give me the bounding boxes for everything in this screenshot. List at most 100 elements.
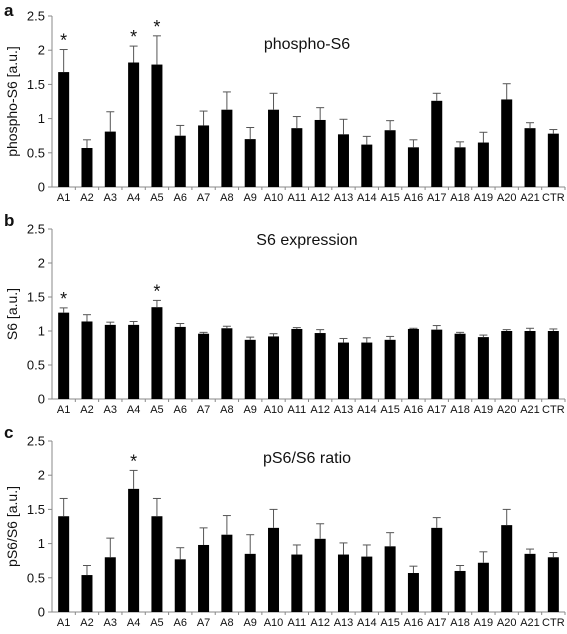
bar bbox=[337, 134, 349, 187]
x-tick-label: A1 bbox=[57, 404, 70, 416]
bar bbox=[547, 331, 559, 399]
bar bbox=[361, 144, 373, 187]
bar bbox=[104, 324, 116, 399]
bar bbox=[58, 312, 70, 399]
bar bbox=[268, 109, 280, 187]
bar bbox=[291, 554, 303, 612]
y-tick-label: 2.5 bbox=[27, 9, 45, 24]
bar bbox=[244, 339, 256, 399]
bar bbox=[198, 125, 210, 187]
significance-marker: * bbox=[130, 27, 137, 47]
chart-title: phospho-S6 bbox=[264, 36, 350, 53]
bar bbox=[81, 148, 93, 187]
x-tick-label: A5 bbox=[150, 617, 163, 629]
x-tick-label: A21 bbox=[520, 617, 540, 629]
x-tick-label: A3 bbox=[104, 617, 117, 629]
bar bbox=[174, 559, 186, 612]
x-tick-label: A11 bbox=[287, 617, 306, 629]
x-tick-label: A11 bbox=[287, 404, 306, 416]
significance-marker: * bbox=[60, 31, 67, 51]
x-tick-label: A9 bbox=[243, 404, 256, 416]
bar bbox=[384, 546, 396, 612]
x-tick-label: A21 bbox=[520, 192, 540, 204]
bar bbox=[524, 331, 536, 399]
x-tick-label: A21 bbox=[520, 404, 540, 416]
bar bbox=[361, 342, 373, 399]
x-tick-label: A20 bbox=[497, 617, 517, 629]
x-tick-label: A13 bbox=[334, 617, 354, 629]
x-tick-label: A14 bbox=[357, 192, 377, 204]
x-tick-label: CTR bbox=[542, 192, 565, 204]
x-tick-label: CTR bbox=[542, 404, 565, 416]
x-tick-label: A9 bbox=[243, 617, 256, 629]
significance-marker: * bbox=[130, 451, 137, 471]
bar bbox=[384, 339, 396, 399]
bar bbox=[477, 562, 489, 612]
y-axis-title: phospho-S6 [a.u.] bbox=[4, 46, 20, 157]
bar bbox=[104, 557, 116, 612]
y-tick-label: 2.5 bbox=[27, 434, 45, 449]
x-tick-label: A4 bbox=[127, 617, 140, 629]
bar bbox=[221, 109, 233, 187]
x-tick-label: A19 bbox=[474, 404, 494, 416]
bar bbox=[314, 119, 326, 187]
bar bbox=[104, 131, 116, 187]
bar bbox=[431, 329, 443, 399]
y-tick-label: 1.5 bbox=[27, 77, 45, 92]
panel-label: a bbox=[4, 1, 14, 20]
x-tick-label: A15 bbox=[380, 192, 400, 204]
bar bbox=[174, 135, 186, 187]
bar bbox=[291, 128, 303, 187]
y-tick-label: 1.5 bbox=[27, 502, 45, 517]
x-tick-label: A1 bbox=[57, 617, 70, 629]
bar bbox=[454, 333, 466, 399]
bar bbox=[501, 99, 513, 187]
x-tick-label: A1 bbox=[57, 192, 70, 204]
y-tick-label: 0 bbox=[38, 605, 45, 620]
bar bbox=[337, 342, 349, 399]
x-tick-label: A8 bbox=[220, 617, 233, 629]
x-tick-label: A9 bbox=[243, 192, 256, 204]
y-tick-label: 1 bbox=[38, 111, 45, 126]
significance-marker: * bbox=[60, 289, 67, 309]
bar bbox=[244, 553, 256, 612]
x-tick-label: A12 bbox=[310, 192, 330, 204]
bar bbox=[58, 516, 70, 612]
bar bbox=[151, 516, 163, 612]
chart-title: pS6/S6 ratio bbox=[263, 450, 351, 467]
x-tick-label: A20 bbox=[497, 192, 517, 204]
x-tick-label: A4 bbox=[127, 404, 140, 416]
x-tick-label: A7 bbox=[197, 192, 210, 204]
x-tick-label: A3 bbox=[104, 404, 117, 416]
y-tick-label: 2 bbox=[38, 468, 45, 483]
x-tick-label: A17 bbox=[427, 617, 447, 629]
panel-label: b bbox=[4, 211, 14, 230]
bar bbox=[58, 72, 70, 187]
bar bbox=[198, 333, 210, 399]
x-tick-label: A12 bbox=[310, 404, 330, 416]
x-tick-label: A5 bbox=[150, 192, 163, 204]
bar bbox=[221, 328, 233, 399]
bar bbox=[221, 534, 233, 612]
bar bbox=[407, 147, 419, 187]
bar bbox=[151, 64, 163, 187]
bar bbox=[524, 128, 536, 187]
x-tick-label: A18 bbox=[450, 192, 470, 204]
bar bbox=[128, 488, 140, 612]
x-tick-label: A16 bbox=[404, 192, 424, 204]
bar bbox=[361, 556, 373, 612]
bar bbox=[547, 557, 559, 612]
x-tick-label: A10 bbox=[264, 617, 284, 629]
bar bbox=[454, 147, 466, 187]
bar bbox=[314, 333, 326, 399]
bar bbox=[431, 527, 443, 612]
y-tick-label: 0.5 bbox=[27, 145, 45, 160]
x-tick-label: A14 bbox=[357, 617, 377, 629]
x-tick-label: A18 bbox=[450, 404, 470, 416]
x-tick-label: A14 bbox=[357, 404, 377, 416]
y-tick-label: 2 bbox=[38, 256, 45, 271]
x-tick-label: A17 bbox=[427, 192, 447, 204]
bar bbox=[547, 133, 559, 187]
